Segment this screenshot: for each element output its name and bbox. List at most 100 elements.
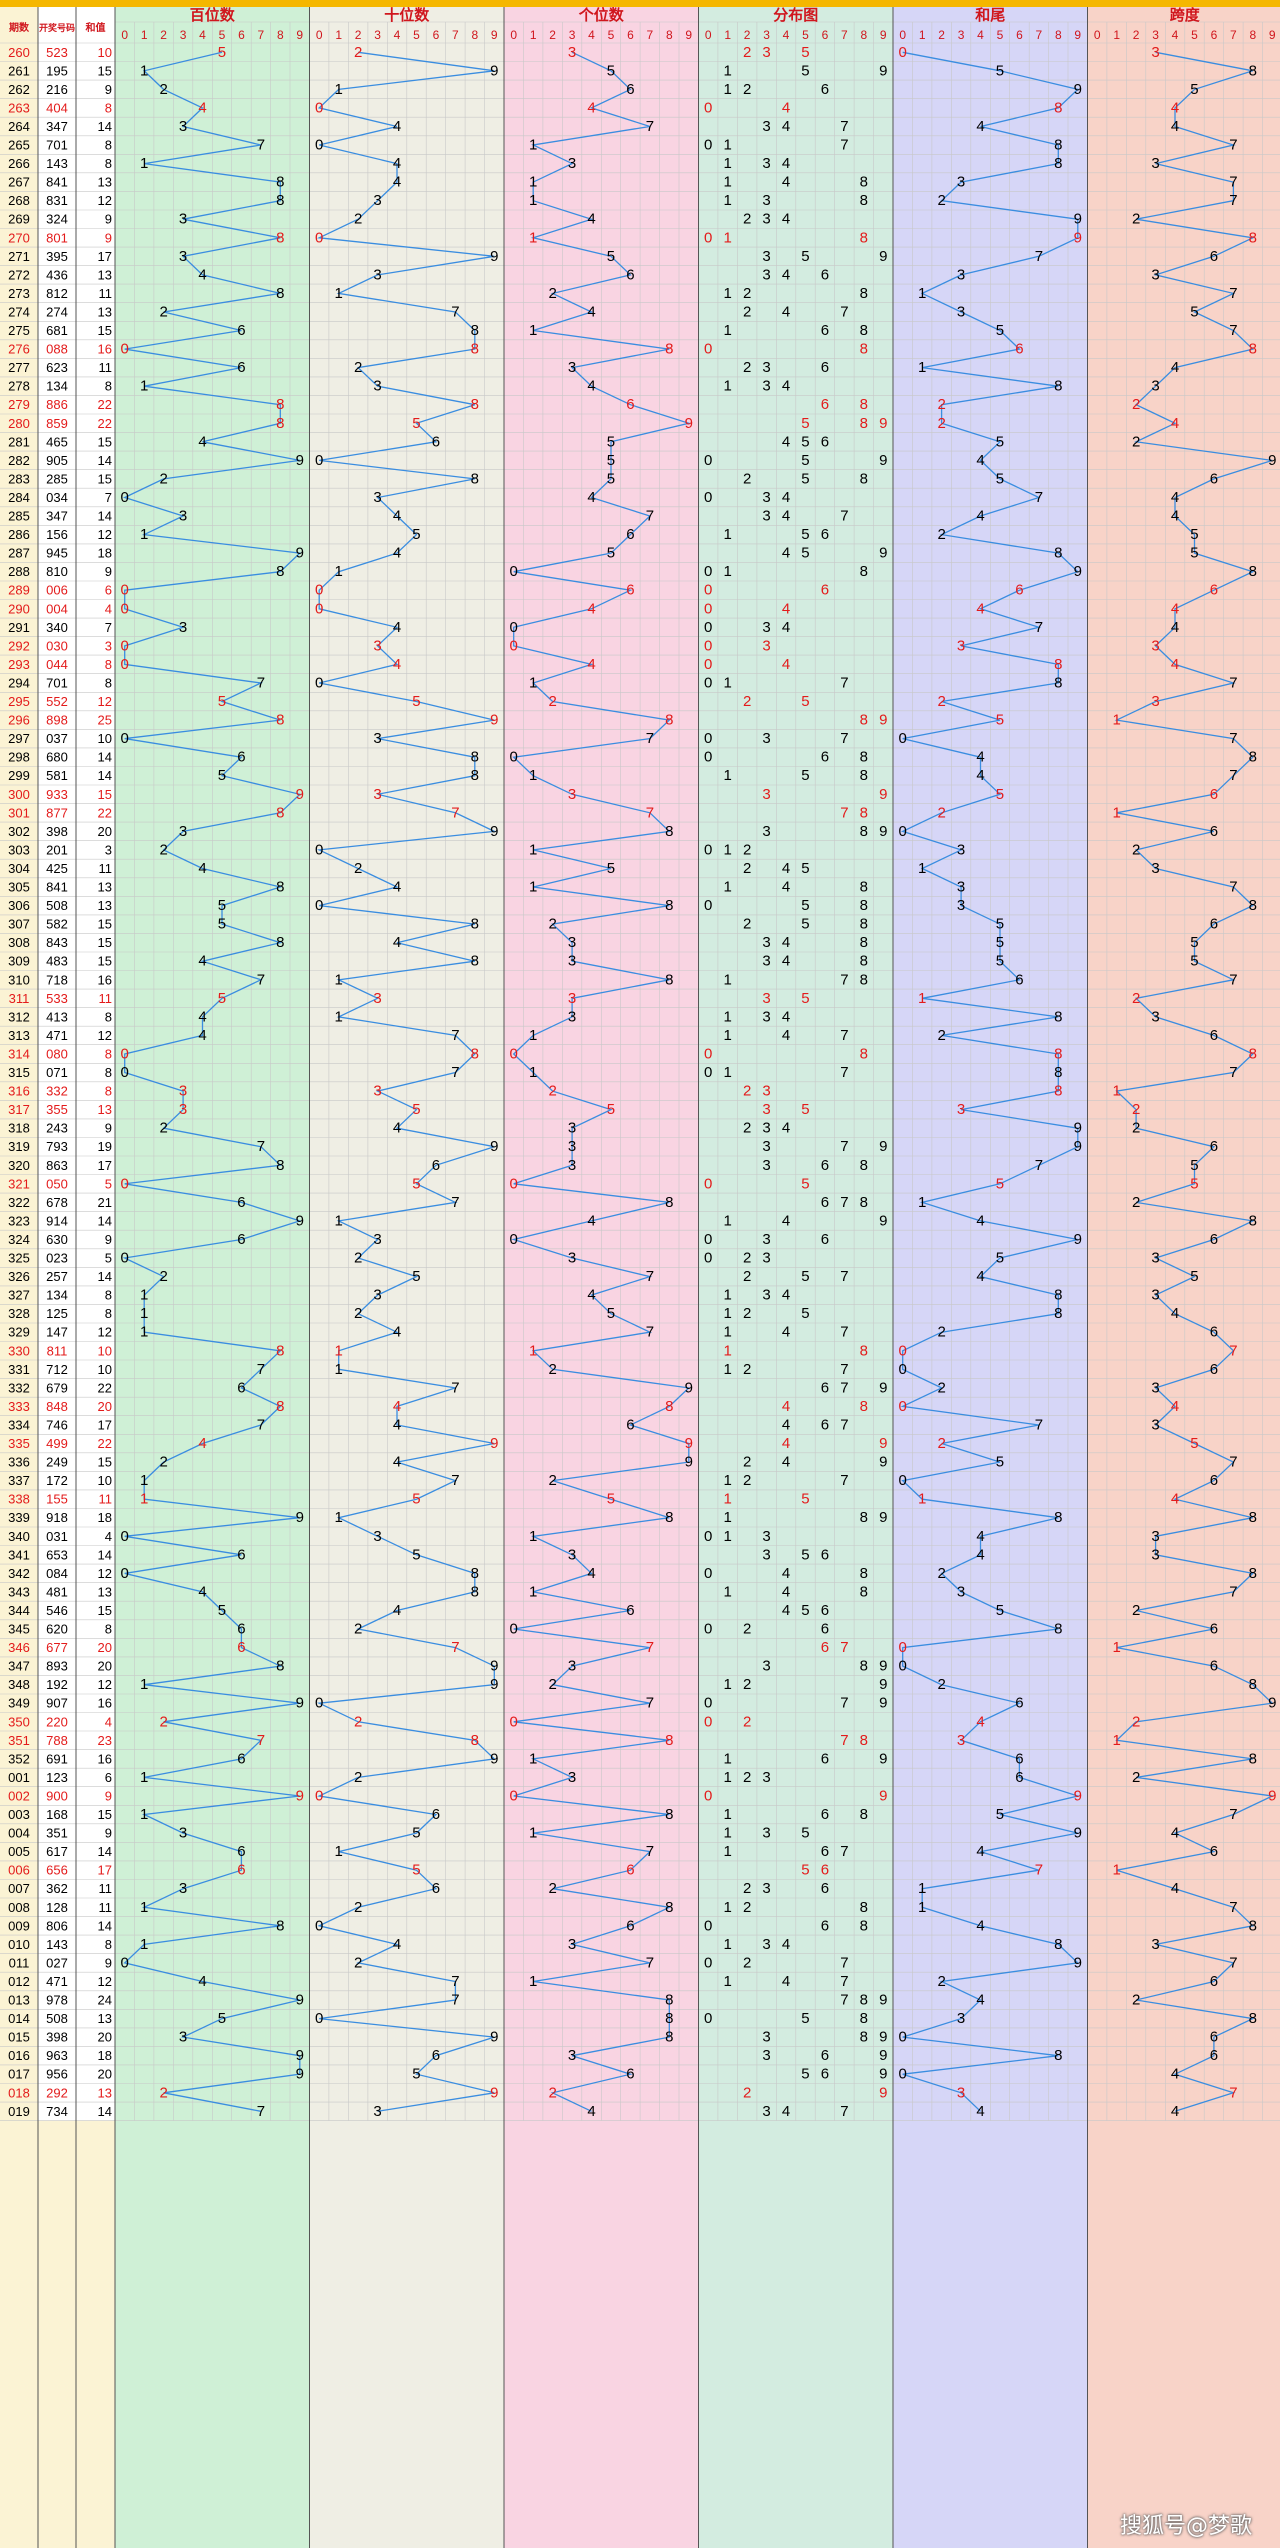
trend-point-label: 2 bbox=[1132, 1713, 1140, 1730]
trend-point-label: 7 bbox=[1229, 879, 1237, 896]
sum-header: 和值 bbox=[85, 21, 106, 34]
trend-point-label: 3 bbox=[179, 211, 187, 228]
trend-point-label: 1 bbox=[529, 174, 537, 191]
trend-point-label: 4 bbox=[587, 378, 595, 395]
trend-point-label: 8 bbox=[1054, 1305, 1062, 1322]
distribution-digit: 2 bbox=[743, 1954, 751, 1971]
trend-point-label: 7 bbox=[451, 1064, 459, 1081]
distribution-digit: 1 bbox=[724, 1769, 732, 1786]
distribution-digit: 8 bbox=[860, 879, 868, 896]
distribution-digit: 2 bbox=[743, 2084, 751, 2101]
digit-header: 1 bbox=[1113, 28, 1120, 42]
trend-point-label: 8 bbox=[276, 285, 284, 302]
trend-point-label: 1 bbox=[335, 1361, 343, 1378]
distribution-digit: 4 bbox=[782, 2103, 790, 2120]
distribution-digit: 4 bbox=[782, 155, 790, 172]
trend-point-label: 1 bbox=[140, 378, 148, 395]
trend-point-label: 9 bbox=[1268, 1787, 1276, 1804]
trend-point-label: 1 bbox=[529, 192, 537, 209]
trend-point-label: 8 bbox=[276, 1917, 284, 1934]
trend-point-label: 0 bbox=[315, 582, 323, 599]
distribution-digit: 0 bbox=[704, 229, 712, 246]
trend-point-label: 9 bbox=[296, 786, 304, 803]
trend-point-label: 1 bbox=[1113, 1639, 1121, 1656]
sum-cell: 14 bbox=[98, 509, 112, 524]
distribution-digit: 5 bbox=[801, 44, 809, 61]
distribution-digit: 3 bbox=[762, 155, 770, 172]
digit-header: 4 bbox=[977, 28, 984, 42]
trend-point-label: 3 bbox=[373, 1287, 381, 1304]
sum-cell: 13 bbox=[98, 880, 112, 895]
trend-point-label: 8 bbox=[276, 192, 284, 209]
distribution-digit: 5 bbox=[801, 1101, 809, 1118]
trend-point-label: 1 bbox=[140, 1899, 148, 1916]
period-cell: 273 bbox=[8, 286, 30, 301]
trend-point-label: 6 bbox=[626, 1862, 634, 1879]
trend-point-label: 6 bbox=[237, 1862, 245, 1879]
distribution-digit: 6 bbox=[821, 433, 829, 450]
trend-point-label: 3 bbox=[179, 1101, 187, 1118]
trend-point-label: 9 bbox=[1074, 229, 1082, 246]
trend-point-label: 3 bbox=[568, 990, 576, 1007]
trend-point-label: 2 bbox=[548, 1880, 556, 1897]
number-cell: 465 bbox=[46, 434, 68, 449]
trend-point-label: 1 bbox=[918, 860, 926, 877]
trend-point-label: 7 bbox=[1229, 322, 1237, 339]
trend-point-label: 5 bbox=[996, 934, 1004, 951]
trend-point-label: 8 bbox=[665, 897, 673, 914]
trend-point-label: 1 bbox=[140, 62, 148, 79]
period-cell: 316 bbox=[8, 1084, 30, 1099]
trend-point-label: 5 bbox=[412, 1101, 420, 1118]
period-cell: 288 bbox=[8, 564, 30, 579]
trend-point-label: 4 bbox=[393, 155, 401, 172]
trend-point-label: 1 bbox=[1113, 1083, 1121, 1100]
trend-point-label: 1 bbox=[140, 1491, 148, 1508]
number-cell: 656 bbox=[46, 1863, 68, 1878]
trend-point-label: 7 bbox=[451, 1992, 459, 2009]
trend-point-label: 0 bbox=[121, 656, 129, 673]
trend-point-label: 4 bbox=[976, 508, 984, 525]
period-cell: 280 bbox=[8, 416, 30, 431]
trend-point-label: 4 bbox=[1171, 1825, 1179, 1842]
distribution-digit: 1 bbox=[724, 971, 732, 988]
trend-point-label: 4 bbox=[587, 2103, 595, 2120]
distribution-digit: 1 bbox=[724, 229, 732, 246]
trend-point-label: 8 bbox=[1054, 1287, 1062, 1304]
number-cell: 347 bbox=[46, 119, 68, 134]
distribution-digit: 8 bbox=[860, 953, 868, 970]
distribution-digit: 4 bbox=[782, 1973, 790, 1990]
trend-point-label: 0 bbox=[121, 1250, 129, 1267]
trend-point-label: 6 bbox=[1210, 1027, 1218, 1044]
sum-cell: 4 bbox=[105, 1714, 112, 1729]
period-cell: 348 bbox=[8, 1677, 30, 1692]
trend-point-label: 2 bbox=[1132, 1101, 1140, 1118]
trend-point-label: 8 bbox=[665, 2010, 673, 2027]
trend-point-label: 0 bbox=[121, 341, 129, 358]
digit-header: 5 bbox=[608, 28, 615, 42]
distribution-digit: 0 bbox=[704, 1787, 712, 1804]
period-cell: 340 bbox=[8, 1529, 30, 1544]
period-cell: 267 bbox=[8, 175, 30, 190]
trend-point-label: 2 bbox=[354, 1305, 362, 1322]
trend-point-label: 4 bbox=[587, 303, 595, 320]
distribution-digit: 7 bbox=[840, 1416, 848, 1433]
distribution-digit: 6 bbox=[821, 1806, 829, 1823]
trend-point-label: 8 bbox=[471, 396, 479, 413]
trend-point-label: 9 bbox=[1268, 1695, 1276, 1712]
sum-cell: 8 bbox=[105, 1046, 112, 1061]
distribution-digit: 0 bbox=[704, 1713, 712, 1730]
trend-point-label: 5 bbox=[412, 2066, 420, 2083]
trend-point-label: 9 bbox=[296, 1992, 304, 2009]
period-cell: 304 bbox=[8, 861, 30, 876]
trend-point-label: 9 bbox=[490, 248, 498, 265]
trend-point-label: 1 bbox=[1113, 1862, 1121, 1879]
distribution-digit: 3 bbox=[762, 990, 770, 1007]
period-cell: 275 bbox=[8, 323, 30, 338]
distribution-digit: 3 bbox=[762, 637, 770, 654]
sum-cell: 15 bbox=[98, 63, 112, 78]
distribution-digit: 4 bbox=[782, 99, 790, 116]
period-cell: 338 bbox=[8, 1492, 30, 1507]
sum-cell: 5 bbox=[105, 1251, 112, 1266]
trend-point-label: 5 bbox=[607, 433, 615, 450]
digit-header: 9 bbox=[491, 28, 498, 42]
